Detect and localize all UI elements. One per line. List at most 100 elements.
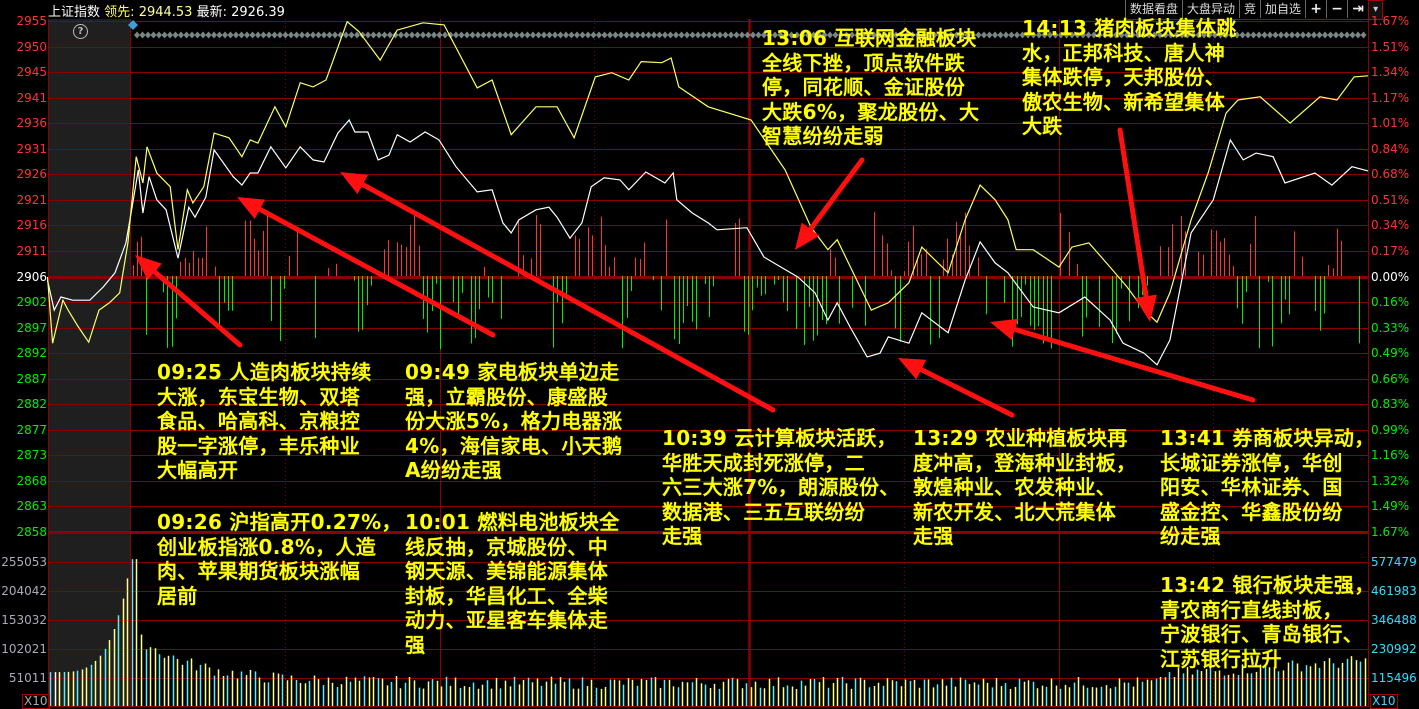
event-marker-icon <box>403 31 410 39</box>
event-marker-icon <box>475 31 481 39</box>
percent-label: 1.16% <box>1371 448 1410 463</box>
event-marker-icon <box>189 31 195 39</box>
event-marker-icon <box>161 31 168 39</box>
quote-summary: 上证指数 领先: 2944.53 最新: 2926.39 <box>48 1 285 20</box>
price-label: 2873 <box>16 448 47 463</box>
market-movers-button[interactable]: 大盘异动 <box>1182 0 1240 18</box>
latest-price-line <box>46 118 1369 366</box>
volume-label: 102021 <box>1 642 47 656</box>
current-marker-diamond-icon[interactable] <box>128 20 138 30</box>
percent-label: 0.99% <box>1371 422 1410 437</box>
event-marker-icon <box>304 31 311 39</box>
minus-icon[interactable]: − <box>1326 0 1348 18</box>
percent-label: 0.49% <box>1371 346 1410 361</box>
event-marker-strip[interactable] <box>134 31 1367 39</box>
arrowhead-icon <box>990 318 1019 340</box>
annotation-0949: 09:49 家电板块单边走 强，立霸股份、康盛股 份大涨5%，格力电器涨 4%，海信家… <box>405 360 622 483</box>
annotation-line: A纷纷走强 <box>405 458 502 482</box>
plus-icon[interactable]: + <box>1305 0 1327 18</box>
price-label: 2892 <box>16 346 47 361</box>
event-marker-icon <box>244 31 250 39</box>
auction-button[interactable]: 竞 <box>1239 0 1261 18</box>
percent-label: 0.17% <box>1371 243 1410 258</box>
annotation-line: 动力、亚星客车集体走 <box>405 608 608 632</box>
annotation-line: 13:06 互联网金融板块 <box>762 26 977 50</box>
event-marker-icon <box>1289 31 1295 39</box>
event-marker-icon <box>744 31 751 39</box>
event-marker-icon <box>733 31 740 39</box>
annotation-0926: 09:26 沪指高开0.27%， 创业板指涨0.8%，人造 肉、苹果期货板块涨幅 居前 <box>157 510 402 608</box>
data-view-button[interactable]: 数据看盘 <box>1125 0 1183 18</box>
add-watchlist-button[interactable]: 加自选 <box>1260 0 1306 18</box>
event-marker-icon <box>645 31 652 39</box>
percent-label: 0.66% <box>1371 371 1410 386</box>
event-marker-icon <box>579 31 586 39</box>
event-marker-icon <box>717 31 723 39</box>
event-marker-icon <box>205 31 212 39</box>
annotation-line: 10:39 云计算板块活跃， <box>662 426 897 450</box>
annotation-line: 盛金控、华鑫股份纷 <box>1160 499 1343 524</box>
price-label: 2955 <box>16 14 47 28</box>
annotation-arrows <box>135 127 1256 418</box>
event-marker-icon <box>728 31 734 39</box>
event-marker-icon <box>546 31 553 39</box>
event-marker-icon <box>508 31 514 39</box>
event-marker-icon <box>530 31 536 39</box>
event-marker-icon <box>1146 31 1152 39</box>
event-marker-icon <box>667 31 674 39</box>
leading-index-line <box>46 20 1369 344</box>
title-bar: 上证指数 领先: 2944.53 最新: 2926.39 数据看盘 大盘异动 竞… <box>0 0 1419 20</box>
help-icon[interactable]: ? <box>73 24 88 39</box>
event-marker-icon <box>887 31 894 39</box>
event-marker-icon <box>150 31 157 39</box>
event-marker-icon <box>634 31 641 39</box>
jump-to-end-icon[interactable]: ⇥ <box>1347 0 1369 18</box>
event-marker-icon <box>431 31 437 39</box>
percent-label: 1.01% <box>1371 116 1410 131</box>
event-marker-icon <box>1355 31 1361 39</box>
event-marker-icon <box>1256 31 1262 39</box>
volume-multiplier-left[interactable]: X10 <box>22 694 50 709</box>
event-marker-icon <box>975 31 982 39</box>
event-marker-icon <box>711 31 718 39</box>
leading-value: 2944.53 <box>138 5 193 20</box>
annotation-1342: 13:42 银行板块走强， 青农商行直线封板， 宁波银行、青岛银行、 江苏银行拉升 <box>1160 573 1375 671</box>
event-marker-icon <box>1069 31 1075 39</box>
event-marker-icon <box>964 31 971 39</box>
event-marker-icon <box>959 31 965 39</box>
event-marker-icon <box>365 31 371 39</box>
event-marker-icon <box>1008 31 1015 39</box>
annotation-line: 敦煌种业、农发种业、 <box>913 475 1116 499</box>
event-marker-icon <box>1162 31 1169 39</box>
event-marker-icon <box>409 31 415 39</box>
event-marker-icon <box>585 31 591 39</box>
annotation-1039: 10:39 云计算板块活跃， 华胜天成封死涨停，二 六三大涨7%，朗源股份、 数据港、… <box>662 426 900 549</box>
event-marker-icon <box>1168 31 1174 39</box>
annotation-line: 4%，海信家电、小天鹅 <box>405 433 623 458</box>
event-marker-icon <box>931 31 938 39</box>
annotation-line: 09:49 家电板块单边走 <box>405 360 620 384</box>
event-marker-icon <box>326 31 333 39</box>
event-marker-icon <box>266 31 272 39</box>
event-marker-icon <box>1278 31 1284 39</box>
arrowhead-icon <box>237 197 266 220</box>
event-marker-icon <box>1074 31 1081 39</box>
event-marker-icon <box>1250 31 1257 39</box>
volume-label: 115496 <box>1371 671 1417 685</box>
event-marker-icon <box>1190 31 1196 39</box>
annotation-1329: 13:29 农业种植板块再 度冲高，登海种业封板， 敦煌种业、农发种业、 新农开发、北… <box>913 426 1136 549</box>
event-marker-icon <box>552 31 558 39</box>
percent-label: 1.49% <box>1371 499 1410 514</box>
volume-multiplier-right[interactable]: X10 <box>1370 694 1398 709</box>
percent-label: 1.17% <box>1371 90 1410 105</box>
event-marker-icon <box>1261 31 1268 39</box>
annotation-line: 居前 <box>157 583 198 608</box>
volume-label: 51011 <box>8 671 47 685</box>
event-marker-icon <box>1212 31 1218 39</box>
arrowhead-icon <box>795 222 820 250</box>
annotation-line: 宁波银行、青岛银行、 <box>1160 622 1363 646</box>
dropdown-arrow-icon[interactable]: ▾ <box>1368 0 1384 20</box>
event-marker-icon <box>986 31 993 39</box>
event-marker-icon <box>700 31 707 39</box>
